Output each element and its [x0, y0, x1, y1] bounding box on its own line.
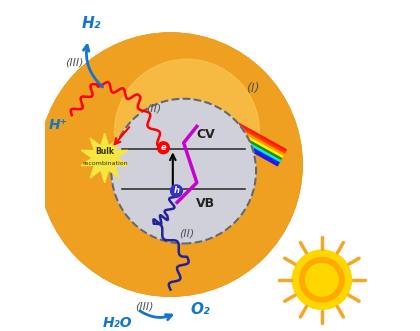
- Text: (III): (III): [65, 58, 84, 68]
- Text: (II): (II): [179, 229, 194, 239]
- Text: CV: CV: [196, 128, 215, 141]
- Text: e: e: [160, 143, 166, 152]
- Text: H₂: H₂: [82, 16, 101, 30]
- Circle shape: [45, 39, 296, 290]
- Circle shape: [158, 142, 169, 154]
- Polygon shape: [81, 133, 128, 183]
- Text: Bulk: Bulk: [95, 147, 114, 156]
- Text: recombination: recombination: [82, 161, 128, 166]
- Text: H₂O: H₂O: [103, 315, 133, 330]
- Text: H⁺: H⁺: [49, 118, 68, 132]
- Text: O₂: O₂: [190, 302, 210, 317]
- Circle shape: [39, 33, 302, 296]
- Circle shape: [79, 72, 262, 257]
- Circle shape: [300, 258, 344, 302]
- Text: VB: VB: [196, 198, 215, 211]
- Text: (II): (II): [147, 104, 162, 114]
- Circle shape: [115, 59, 260, 204]
- Circle shape: [59, 53, 282, 276]
- Circle shape: [292, 250, 352, 309]
- Circle shape: [111, 99, 256, 244]
- Text: (III): (III): [135, 301, 153, 311]
- Text: (I): (I): [246, 82, 260, 95]
- Circle shape: [39, 33, 302, 296]
- Circle shape: [171, 185, 182, 197]
- Text: h: h: [173, 186, 179, 195]
- Circle shape: [306, 263, 338, 296]
